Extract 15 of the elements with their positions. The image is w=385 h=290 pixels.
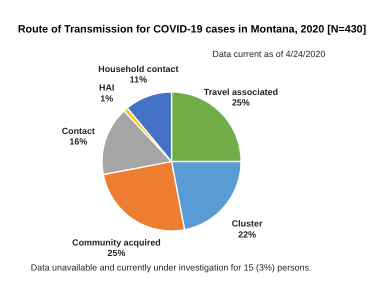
slice-label: Contact — [62, 126, 95, 136]
data-label: 25% — [108, 248, 126, 258]
text: Data current as of 4/24/2020 — [212, 48, 326, 59]
slice-label: Community acquired — [72, 237, 161, 248]
chart-title: Route of Transmission for COVID-19 cases in Montana, 2020 [N=430] — [18, 24, 366, 36]
data-label: 1% — [100, 93, 114, 104]
slice-label: HAI — [99, 82, 114, 93]
text: Data unavailable and currently under investigation for 15 (3%) persons. — [30, 262, 312, 273]
slice-label: Household contact — [98, 64, 178, 74]
slice-label: Travel associated — [204, 86, 278, 97]
data-label: 11% — [130, 74, 148, 85]
data-label: 16% — [69, 136, 88, 147]
data-label: 25% — [232, 98, 250, 108]
slice-label: Cluster — [232, 218, 263, 229]
data-label: 22% — [238, 229, 256, 240]
